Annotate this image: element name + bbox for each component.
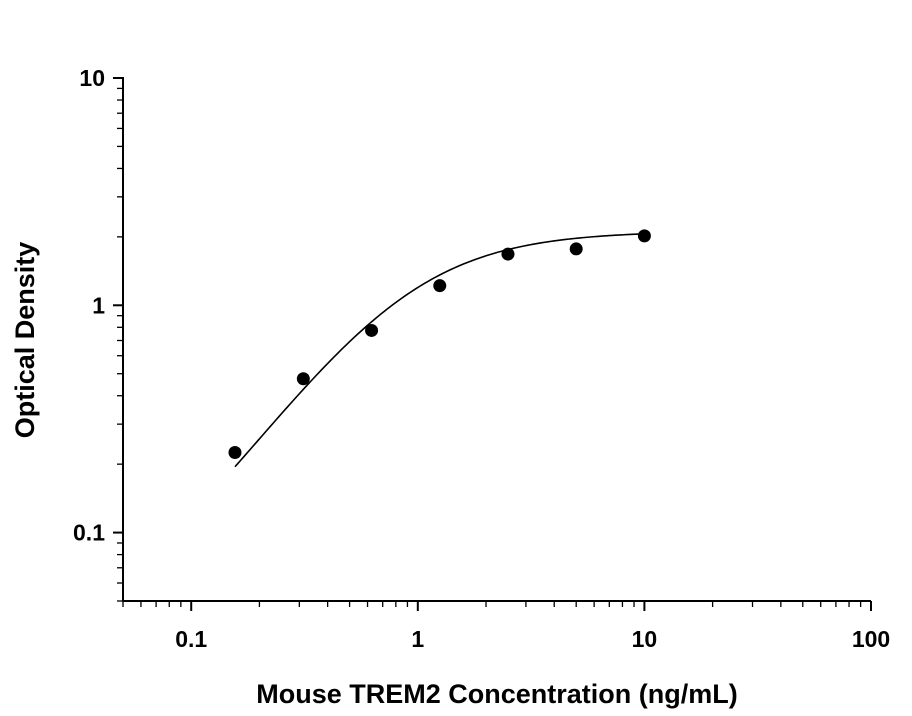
y-tick-label: 10 xyxy=(79,65,105,91)
fit-curve xyxy=(234,233,645,468)
x-tick-label: 10 xyxy=(632,626,658,652)
x-tick-label: 100 xyxy=(852,626,890,652)
y-tick-label: 0.1 xyxy=(73,520,105,546)
data-point xyxy=(501,247,515,261)
x-axis-title: Mouse TREM2 Concentration (ng/mL) xyxy=(256,679,738,709)
data-point xyxy=(569,242,583,256)
tick-marks xyxy=(113,77,872,611)
data-point xyxy=(296,372,310,386)
data-point xyxy=(228,446,242,460)
y-tick-label: 1 xyxy=(92,292,105,318)
axes xyxy=(122,77,871,602)
tick-labels: 0.1 1 10 100 0.1 1 10 xyxy=(73,65,890,652)
y-axis-title: Optical Density xyxy=(10,242,40,439)
data-points xyxy=(228,229,651,460)
data-point xyxy=(637,229,651,243)
data-point xyxy=(365,323,379,337)
x-tick-label: 1 xyxy=(411,626,424,652)
x-tick-label: 0.1 xyxy=(175,626,207,652)
data-point xyxy=(433,279,447,293)
